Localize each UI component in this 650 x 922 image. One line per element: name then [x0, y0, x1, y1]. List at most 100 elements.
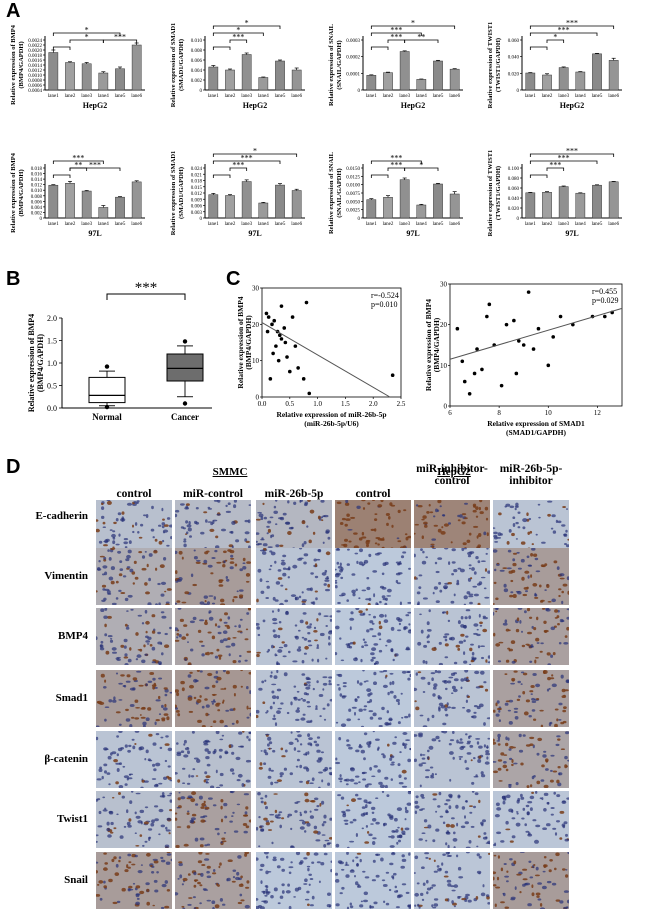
cell-nucleus — [393, 872, 397, 876]
ihc-image — [175, 608, 251, 665]
cell-nucleus — [505, 768, 509, 772]
cell-nucleus — [361, 563, 365, 567]
cell-nucleus — [192, 583, 197, 587]
significance-label: *** — [549, 161, 561, 170]
significance-bracket — [229, 167, 248, 171]
cell-nucleus — [223, 560, 226, 564]
data-point — [285, 355, 289, 359]
cell-nucleus — [521, 644, 526, 648]
cell-nucleus — [185, 503, 190, 506]
cell-nucleus — [407, 677, 411, 681]
cell-nucleus — [505, 628, 510, 632]
bar — [258, 202, 269, 219]
cell-nucleus — [183, 843, 189, 847]
cell-nucleus — [478, 745, 483, 749]
cell-nucleus — [282, 512, 287, 516]
x-tick-label: lane1 — [208, 94, 219, 99]
cell-nucleus — [487, 737, 490, 740]
cell-nucleus — [246, 650, 251, 653]
cell-nucleus — [434, 561, 438, 565]
cell-nucleus — [225, 645, 231, 648]
cell-nucleus — [132, 582, 135, 585]
cell-nucleus — [519, 620, 522, 624]
cell-nucleus — [229, 531, 233, 534]
cell-nucleus — [223, 802, 228, 807]
significance-label: *** — [558, 26, 570, 35]
cell-nucleus — [116, 656, 121, 659]
cell-nucleus — [235, 539, 240, 543]
cell-nucleus — [417, 641, 422, 646]
cell-nucleus — [128, 744, 132, 748]
cell-nucleus — [450, 824, 455, 828]
cell-nucleus — [543, 864, 547, 868]
cell-nucleus — [110, 831, 114, 834]
cell-nucleus — [148, 828, 153, 831]
cell-nucleus — [124, 783, 128, 786]
cell-nucleus — [306, 525, 309, 528]
cell-nucleus — [429, 511, 434, 514]
ihc-image — [96, 731, 172, 788]
cell-nucleus — [183, 754, 189, 758]
cell-nucleus — [205, 712, 209, 717]
cell-nucleus — [257, 568, 262, 573]
cell-nucleus — [302, 612, 307, 615]
cell-nucleus — [447, 582, 452, 585]
cell-nucleus — [452, 756, 455, 760]
cell-nucleus — [538, 516, 541, 519]
cell-nucleus — [266, 710, 269, 713]
cell-nucleus — [323, 852, 328, 856]
cell-nucleus — [256, 532, 260, 535]
cell-nucleus — [457, 519, 461, 522]
cell-nucleus — [478, 533, 482, 537]
cell-nucleus — [220, 598, 225, 603]
cell-nucleus — [217, 709, 221, 712]
cell-line-label: 97L — [88, 229, 101, 238]
cell-nucleus — [463, 595, 468, 600]
cell-nucleus — [355, 881, 359, 886]
cell-nucleus — [318, 786, 321, 788]
cell-nucleus — [113, 856, 117, 860]
cell-nucleus — [104, 718, 107, 722]
cell-nucleus — [229, 820, 233, 823]
cell-nucleus — [301, 660, 305, 664]
cell-nucleus — [402, 732, 408, 735]
y-tick-label: 0.0003 — [346, 39, 360, 44]
cell-nucleus — [138, 551, 143, 554]
y-tick-label: 0.0001 — [346, 72, 360, 77]
cell-nucleus — [354, 698, 357, 701]
x-tick-label: lane4 — [575, 222, 586, 227]
cell-nucleus — [204, 844, 208, 847]
cell-nucleus — [121, 887, 126, 892]
cell-nucleus — [353, 782, 359, 785]
cell-nucleus — [281, 641, 285, 644]
significance-bracket — [212, 160, 281, 164]
cell-nucleus — [483, 531, 487, 536]
y-axis-label-2: (BMP4/GAPDH) — [18, 41, 25, 88]
cell-nucleus — [496, 537, 502, 539]
cell-nucleus — [336, 610, 341, 613]
cell-nucleus — [269, 550, 273, 553]
cell-nucleus — [237, 630, 243, 633]
cell-nucleus — [405, 809, 409, 814]
cell-nucleus — [167, 747, 172, 752]
y-tick-label: 1.0 — [47, 359, 57, 368]
cell-nucleus — [114, 872, 120, 876]
cell-nucleus — [125, 680, 131, 683]
cell-nucleus — [375, 821, 380, 825]
cell-nucleus — [419, 784, 422, 788]
cell-nucleus — [259, 578, 263, 582]
y-tick-label: 0.008 — [191, 49, 203, 54]
cell-nucleus — [560, 674, 564, 679]
cell-nucleus — [329, 698, 332, 702]
cell-nucleus — [468, 735, 472, 738]
ihc-image — [414, 731, 490, 788]
column-label: miR-26b-5p-inhibitor — [499, 463, 563, 487]
cell-nucleus — [339, 569, 343, 573]
cell-nucleus — [396, 582, 401, 585]
cell-nucleus — [473, 705, 478, 708]
cell-nucleus — [378, 725, 383, 727]
cell-nucleus — [296, 739, 299, 743]
significance-bracket — [52, 32, 121, 36]
cell-nucleus — [435, 508, 438, 513]
